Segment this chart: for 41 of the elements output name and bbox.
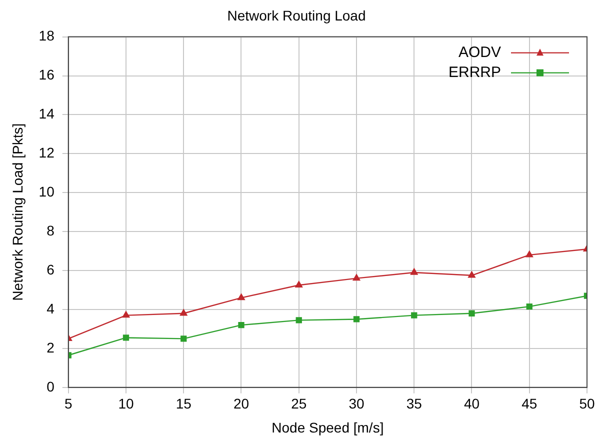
- y-tick-label: 4: [46, 300, 55, 316]
- x-tick-label: 5: [64, 396, 72, 412]
- y-tick-label: 10: [38, 183, 55, 200]
- point: [353, 316, 360, 322]
- point: [122, 334, 130, 341]
- y-tick-label: 6: [46, 261, 55, 278]
- y-tick-label: 18: [38, 28, 55, 44]
- legend-label: AODV: [458, 44, 501, 61]
- point: [238, 294, 245, 300]
- x-axis-title: Node Speed [m/s]: [272, 419, 384, 436]
- point: [296, 317, 302, 324]
- point: [468, 310, 475, 316]
- y-tick-label: 8: [46, 222, 55, 238]
- x-tick-label: 10: [118, 396, 134, 412]
- y-tick-label: 0: [46, 378, 55, 394]
- point: [410, 268, 418, 275]
- y-tick-label: 14: [38, 106, 55, 122]
- x-tick-label: 15: [176, 396, 192, 412]
- y-tick-label: 2: [46, 339, 55, 356]
- x-tick-label: 45: [522, 396, 538, 412]
- x-tick-label: 25: [291, 396, 307, 412]
- legend-label: ERRRP: [448, 64, 501, 81]
- point: [526, 303, 532, 310]
- y-tick-label: 16: [38, 66, 55, 83]
- x-tick-label: 40: [464, 396, 480, 412]
- point: [180, 309, 188, 316]
- point: [411, 312, 418, 318]
- y-axis-title: Network Routing Load [Pkts]: [9, 123, 26, 301]
- x-tick-label: 20: [233, 396, 250, 412]
- point: [180, 336, 187, 342]
- point: [238, 322, 244, 328]
- y-tick-label: 12: [38, 144, 55, 161]
- point: [352, 274, 360, 281]
- point: [468, 271, 476, 278]
- x-tick-label: 30: [348, 396, 364, 412]
- x-tick-label: 50: [579, 396, 595, 412]
- point: [122, 311, 130, 318]
- chart-title: Network Routing Load: [227, 7, 366, 24]
- point: [295, 281, 303, 288]
- x-tick-label: 35: [406, 396, 422, 412]
- point: [526, 250, 534, 258]
